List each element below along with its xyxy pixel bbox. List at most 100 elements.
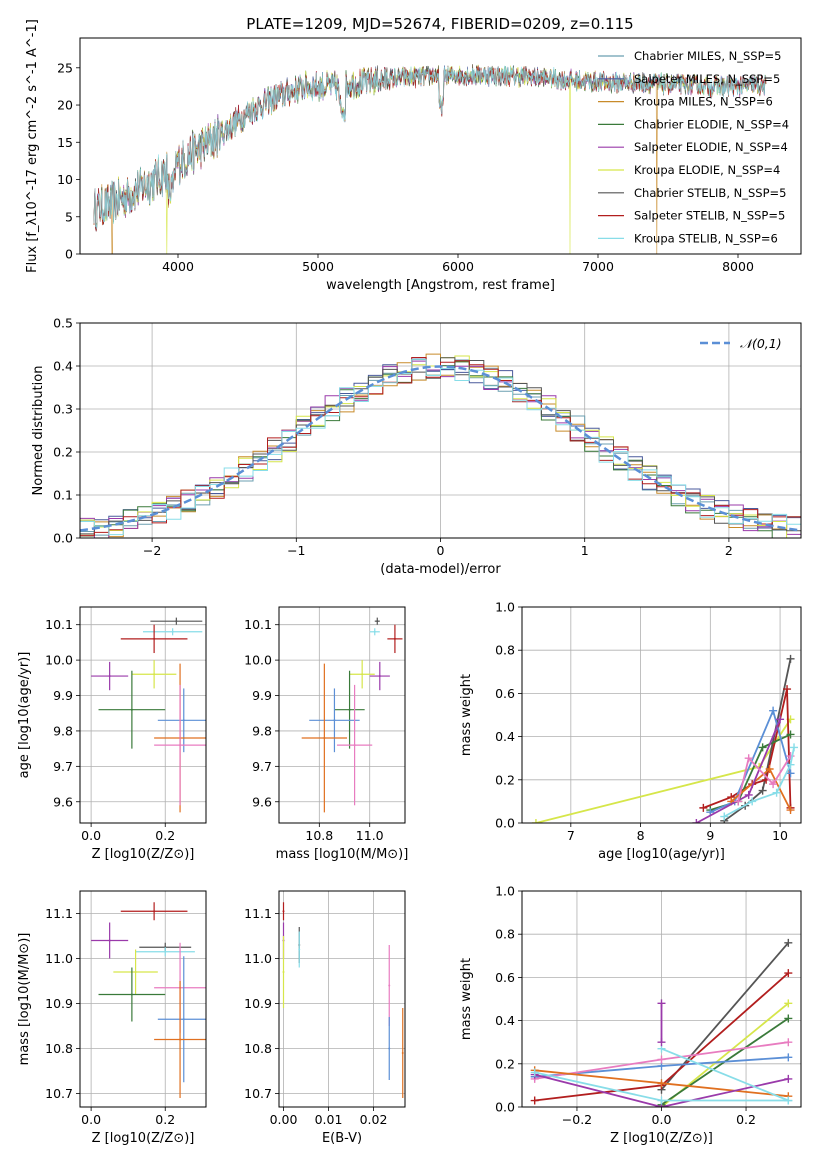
data-point	[182, 1018, 185, 1021]
data-point	[361, 673, 364, 676]
data-point	[282, 971, 285, 973]
y-tick-label: 11.0	[45, 951, 73, 966]
x-tick-label: 2	[725, 543, 733, 558]
legend-label: Kroupa STELIB, N_SSP=6	[634, 231, 778, 245]
histogram-step	[80, 359, 801, 536]
data-point	[130, 708, 133, 711]
y-tick-label: 9.6	[53, 794, 73, 809]
plus-marker	[692, 819, 701, 823]
y-tick-label: 10.9	[244, 996, 272, 1011]
x-tick-label: 0.02	[360, 1112, 388, 1127]
y-tick-label: 0.8	[495, 643, 515, 658]
plus-marker	[744, 790, 753, 799]
x-axis-label: mass [log10(M/M⊙)]	[276, 847, 409, 862]
plus-marker	[748, 797, 757, 806]
plus-marker	[784, 1096, 793, 1105]
y-tick-label: 10.8	[45, 1041, 73, 1056]
plus-marker	[699, 803, 708, 812]
x-axis-label: wavelength [Angstrom, rest frame]	[326, 278, 555, 293]
x-tick-label: 0.2	[736, 1112, 756, 1127]
series-line	[710, 733, 791, 811]
gaussian-reference	[80, 365, 801, 532]
plus-marker	[734, 797, 743, 806]
y-tick-label: 0.2	[495, 772, 515, 787]
y-tick-label: 10.7	[244, 1086, 272, 1101]
y-tick-label: 9.7	[252, 759, 272, 774]
x-tick-label: 7	[567, 828, 575, 843]
data-point	[153, 673, 156, 676]
y-tick-label: 0.0	[495, 816, 515, 831]
data-point	[175, 620, 178, 623]
plus-marker	[758, 786, 767, 795]
data-point	[323, 737, 326, 740]
data-point	[108, 939, 111, 942]
legend-label: Salpeter MILES, N_SSP=5	[634, 72, 780, 86]
series-line	[709, 707, 792, 814]
axes-frame	[79, 322, 802, 539]
legend-label: Kroupa ELODIE, N_SSP=4	[634, 163, 780, 177]
y-tick-label: 0.8	[495, 927, 515, 942]
data-point	[298, 948, 301, 951]
y-tick-label: 25	[57, 60, 73, 75]
x-axis-label: E(B-V)	[322, 1131, 362, 1146]
x-axis-label: Z [log10(Z/Z⊙)]	[610, 1131, 713, 1146]
spectrum-line	[93, 64, 767, 254]
data-point	[179, 744, 182, 747]
y-tick-label: 0.0	[495, 1100, 515, 1115]
plus-marker	[765, 765, 774, 773]
plus-marker	[657, 1079, 666, 1088]
y-tick-label: 1.0	[495, 884, 515, 899]
axes-frame	[79, 890, 207, 1108]
x-tick-label: 11.0	[356, 828, 384, 843]
data-point	[182, 719, 185, 722]
axes-frame	[79, 606, 207, 824]
plus-marker	[784, 1014, 793, 1023]
y-tick-label: 0.2	[495, 1056, 515, 1071]
panel-spectrum: 4000 5000 6000 7000 8000 0 5 10 15 20 25 wavelength…	[25, 19, 802, 293]
x-tick-label: 6000	[442, 259, 474, 274]
data-point	[153, 637, 156, 640]
legend-label: Kroupa MILES, N_SSP=6	[634, 95, 773, 109]
plus-marker	[772, 788, 781, 797]
y-tick-label: 10.0	[45, 653, 73, 668]
y-tick-label: 0.4	[495, 1013, 515, 1028]
y-tick-label: 10	[57, 172, 73, 187]
data-point	[376, 620, 379, 623]
plus-marker	[790, 743, 799, 752]
data-point	[401, 1052, 404, 1054]
x-tick-label: 0.2	[155, 1112, 175, 1127]
x-tick-label: 0.0	[81, 828, 101, 843]
y-tick-label: 10.8	[244, 1041, 272, 1056]
y-tick-label: 0.3	[53, 402, 73, 417]
y-tick-label: 9.8	[53, 723, 73, 738]
x-tick-label: 0.00	[270, 1112, 298, 1127]
x-axis-label: Z [log10(Z/Z⊙)]	[92, 1131, 195, 1146]
axes-frame	[278, 890, 406, 1108]
y-tick-label: 0.6	[495, 970, 515, 985]
x-tick-label: 8	[637, 828, 645, 843]
plus-marker	[657, 1096, 666, 1105]
y-tick-label: 0	[65, 247, 73, 262]
plus-marker	[530, 1096, 539, 1105]
data-point	[164, 950, 167, 953]
plus-marker	[786, 752, 795, 761]
plus-marker	[786, 769, 795, 778]
legend-label: Salpeter STELIB, N_SSP=5	[634, 209, 785, 223]
x-tick-label: −1	[287, 543, 305, 558]
plus-marker	[720, 812, 729, 821]
y-tick-label: 11.0	[244, 951, 272, 966]
x-tick-label: 1	[581, 543, 589, 558]
plus-marker	[776, 715, 785, 724]
legend-label: 𝒩(0,1)	[740, 336, 782, 351]
panel-age-vs-mass: 10.8 11.0 9.6 9.7 9.8 9.9 10.0 10.1 mass [log10(…	[244, 606, 409, 862]
spectrum-line	[93, 65, 767, 229]
y-axis-label: Flux [f_λ10^-17 erg cm^-2 s^-1 A^-1]	[25, 19, 40, 273]
spectrum-line	[93, 64, 767, 254]
panel-weight-vs-age: 7 8 9 10 0.0 0.2 0.4 0.6 0.8 1.0 age [log10(age/yr…	[459, 600, 802, 862]
x-axis-label: (data-model)/error	[380, 562, 501, 577]
x-tick-label: 10.8	[305, 828, 333, 843]
plus-marker	[657, 999, 666, 1008]
data-point	[153, 910, 156, 913]
plus-marker	[744, 754, 753, 763]
